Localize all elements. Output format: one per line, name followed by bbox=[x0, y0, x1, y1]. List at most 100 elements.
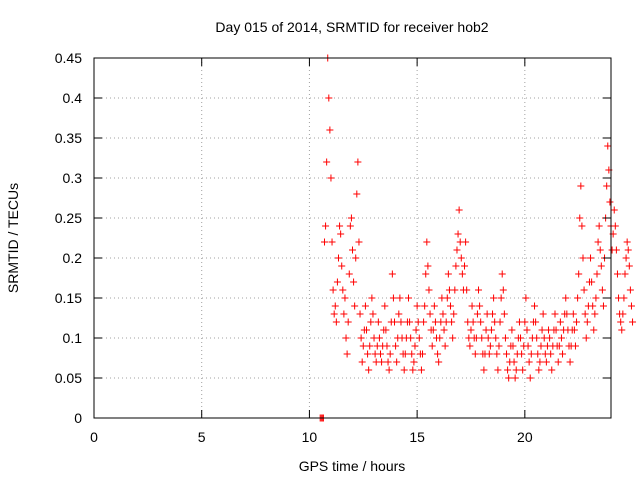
data-point bbox=[330, 310, 338, 318]
data-point bbox=[400, 366, 408, 374]
data-point bbox=[420, 318, 428, 326]
data-point bbox=[346, 222, 354, 230]
data-point bbox=[323, 158, 331, 166]
data-point bbox=[355, 238, 363, 246]
data-point bbox=[599, 302, 607, 310]
data-point bbox=[629, 318, 637, 326]
data-point bbox=[596, 246, 604, 254]
data-point bbox=[492, 334, 500, 342]
data-point bbox=[325, 94, 333, 102]
data-point bbox=[554, 358, 562, 366]
data-point bbox=[408, 350, 416, 358]
data-point bbox=[407, 334, 415, 342]
data-point bbox=[409, 366, 417, 374]
data-point bbox=[548, 366, 556, 374]
data-point bbox=[378, 358, 386, 366]
data-point bbox=[569, 310, 577, 318]
data-point bbox=[439, 310, 447, 318]
data-point bbox=[386, 350, 394, 358]
data-point bbox=[353, 190, 361, 198]
chart-title: Day 015 of 2014, SRMTID for receiver hob… bbox=[215, 19, 488, 35]
data-point bbox=[369, 310, 377, 318]
data-point bbox=[606, 198, 614, 206]
data-point bbox=[444, 270, 452, 278]
data-point bbox=[475, 286, 483, 294]
data-point bbox=[485, 350, 493, 358]
data-point bbox=[534, 350, 542, 358]
y-tick-label: 0.2 bbox=[63, 250, 83, 266]
tick-labels: 0 0.05 0.1 0.15 0.2 0.25 0.3 0.35 0.4 0.45 0 5 10 15 2… bbox=[55, 50, 533, 445]
data-point bbox=[617, 318, 625, 326]
data-point bbox=[422, 270, 430, 278]
x-tick-label: 20 bbox=[517, 429, 533, 445]
data-point bbox=[389, 294, 397, 302]
data-point bbox=[411, 342, 419, 350]
data-point bbox=[592, 294, 600, 302]
data-point bbox=[556, 318, 564, 326]
data-point bbox=[367, 318, 375, 326]
data-point bbox=[575, 270, 583, 278]
data-point bbox=[597, 262, 605, 270]
data-point bbox=[469, 318, 477, 326]
data-point bbox=[511, 374, 519, 382]
data-point bbox=[626, 286, 634, 294]
data-point bbox=[331, 302, 339, 310]
data-point bbox=[581, 310, 589, 318]
data-point bbox=[412, 326, 420, 334]
data-point bbox=[620, 294, 628, 302]
data-point bbox=[509, 342, 517, 350]
data-point bbox=[443, 294, 451, 302]
data-point bbox=[349, 246, 356, 254]
data-point bbox=[577, 182, 585, 190]
x-tick-label: 10 bbox=[302, 429, 318, 445]
data-point bbox=[563, 310, 571, 318]
data-point bbox=[501, 334, 509, 342]
data-point bbox=[423, 238, 431, 246]
data-point bbox=[434, 350, 442, 358]
data-point bbox=[612, 246, 620, 254]
y-tick-label: 0.35 bbox=[55, 130, 82, 146]
data-point bbox=[539, 310, 547, 318]
data-point bbox=[526, 374, 534, 382]
data-point bbox=[533, 334, 541, 342]
data-point bbox=[358, 358, 366, 366]
data-point bbox=[566, 358, 574, 366]
data-point bbox=[504, 366, 512, 374]
data-point bbox=[435, 358, 443, 366]
data-point bbox=[531, 302, 539, 310]
data-point bbox=[419, 350, 427, 358]
data-point bbox=[351, 302, 359, 310]
data-point bbox=[397, 318, 405, 326]
data-point bbox=[518, 350, 526, 358]
data-point bbox=[454, 230, 462, 238]
data-point bbox=[508, 326, 516, 334]
data-point bbox=[337, 230, 345, 238]
data-point bbox=[461, 262, 469, 270]
data-point bbox=[326, 126, 334, 134]
data-point bbox=[424, 262, 432, 270]
data-point bbox=[503, 350, 511, 358]
data-point bbox=[587, 254, 595, 262]
data-point bbox=[496, 318, 504, 326]
data-point bbox=[421, 302, 429, 310]
x-tick-label: 5 bbox=[198, 429, 206, 445]
data-point bbox=[622, 254, 630, 262]
data-point bbox=[462, 238, 470, 246]
data-point bbox=[450, 310, 458, 318]
data-point bbox=[417, 366, 425, 374]
data-point bbox=[345, 270, 353, 278]
y-tick-label: 0.4 bbox=[63, 90, 83, 106]
data-point bbox=[392, 342, 400, 350]
data-point bbox=[415, 334, 423, 342]
data-point bbox=[523, 326, 531, 334]
data-point bbox=[441, 342, 449, 350]
data-point bbox=[458, 270, 466, 278]
data-point bbox=[471, 350, 479, 358]
data-point bbox=[590, 326, 598, 334]
data-point bbox=[552, 326, 560, 334]
data-point bbox=[521, 318, 529, 326]
data-point bbox=[334, 254, 342, 262]
data-point bbox=[361, 302, 369, 310]
data-point bbox=[396, 294, 404, 302]
data-point bbox=[588, 278, 596, 286]
